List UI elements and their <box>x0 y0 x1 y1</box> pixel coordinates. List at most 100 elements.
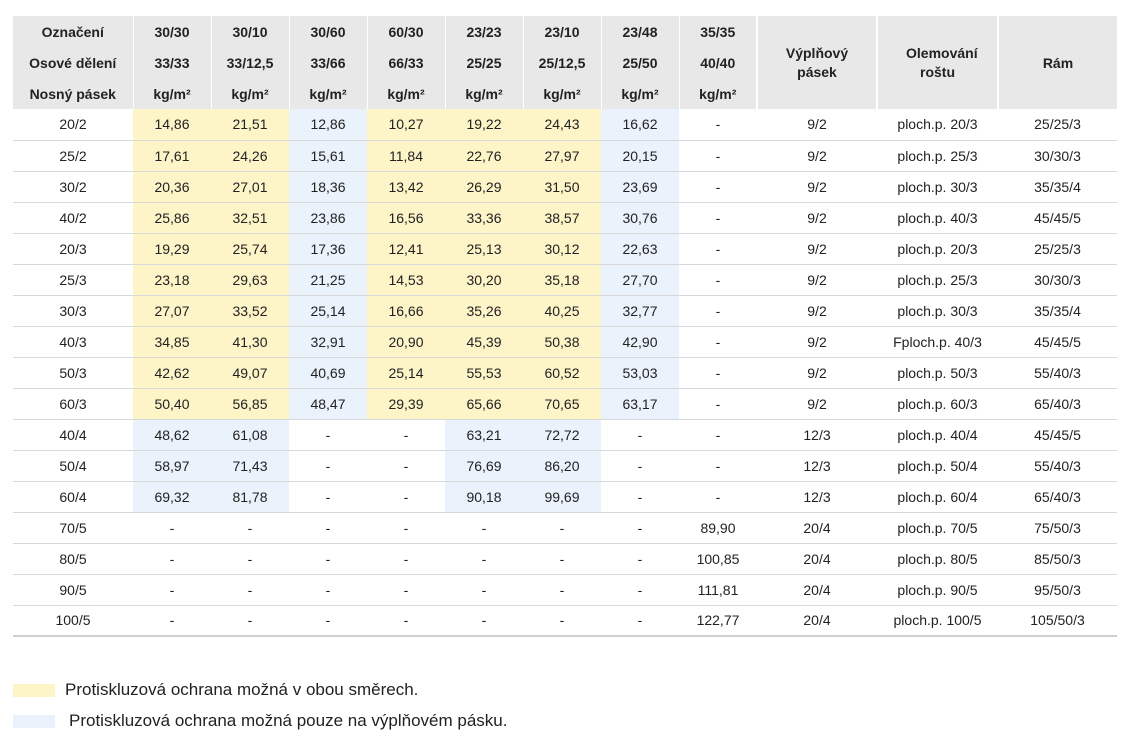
weight-cell: 40,69 <box>289 357 367 389</box>
weight-cell: 89,90 <box>679 512 757 544</box>
frame-cell: 75/50/3 <box>998 512 1117 544</box>
weight-cell: 21,25 <box>289 264 367 296</box>
weight-cell: 32,91 <box>289 326 367 358</box>
weight-cell: - <box>289 605 367 637</box>
weight-cell: - <box>445 512 523 544</box>
header-axis-division: 66/33 <box>367 47 446 78</box>
weight-cell: - <box>289 481 367 513</box>
frame-cell: 105/50/3 <box>998 605 1117 637</box>
weight-cell: 19,29 <box>133 233 211 265</box>
filler-strip-cell: 9/2 <box>757 388 877 420</box>
bearing-bar-cell: 60/3 <box>13 388 133 420</box>
weight-cell: 23,69 <box>601 171 679 203</box>
weight-cell: 29,39 <box>367 388 445 420</box>
bearing-bar-cell: 90/5 <box>13 574 133 606</box>
table-row: 90/5- - - - - - -111,81 20/4 ploch.p. 90/5 95/50/… <box>13 574 1117 606</box>
weight-cell: 72,72 <box>523 419 601 451</box>
grating-edging-cell: ploch.p. 50/3 <box>877 357 998 389</box>
weight-cell: - <box>679 202 757 234</box>
weight-cell: 42,90 <box>601 326 679 358</box>
weight-cell: - <box>367 605 445 637</box>
grating-edging-cell: ploch.p. 60/3 <box>877 388 998 420</box>
bearing-bar-cell: 50/3 <box>13 357 133 389</box>
header-row-axis-division: Osové dělení 33/33 33/12,5 33/66 66/33 2… <box>13 47 1117 78</box>
weight-cell: 13,42 <box>367 171 445 203</box>
weight-cell: - <box>679 109 757 141</box>
filler-strip-cell: 20/4 <box>757 574 877 606</box>
grating-edging-cell: ploch.p. 25/3 <box>877 140 998 172</box>
header-designation: 23/23 <box>445 16 524 47</box>
frame-cell: 35/35/4 <box>998 171 1117 203</box>
weight-cell: 38,57 <box>523 202 601 234</box>
filler-strip-cell: 9/2 <box>757 233 877 265</box>
frame-cell: 25/25/3 <box>998 109 1117 141</box>
table-row: 80/5- - - - - - -100,85 20/4 ploch.p. 80/5 85/50/… <box>13 543 1117 575</box>
weight-cell: 10,27 <box>367 109 445 141</box>
bearing-bar-cell: 30/2 <box>13 171 133 203</box>
weight-cell: 20,36 <box>133 171 211 203</box>
weight-cell: - <box>367 481 445 513</box>
grating-edging-cell: ploch.p. 70/5 <box>877 512 998 544</box>
weight-cell: 63,21 <box>445 419 523 451</box>
weight-cell: 58,97 <box>133 450 211 482</box>
weight-cell: 50,38 <box>523 326 601 358</box>
weight-cell: 49,07 <box>211 357 289 389</box>
weight-cell: 27,07 <box>133 295 211 327</box>
header-axis-division: 33/33 <box>133 47 212 78</box>
grating-edging-cell: ploch.p. 20/3 <box>877 109 998 141</box>
weight-cell: 33,52 <box>211 295 289 327</box>
filler-strip-cell: 12/3 <box>757 450 877 482</box>
weight-cell: - <box>367 574 445 606</box>
weight-cell: - <box>289 512 367 544</box>
weight-cell: 99,69 <box>523 481 601 513</box>
weight-cell: - <box>211 574 289 606</box>
weight-cell: - <box>679 295 757 327</box>
table-row: 40/2 25,86 32,51 23,86 16,56 33,36 38,57 30,76-… <box>13 202 1117 234</box>
grating-edging-cell: ploch.p. 100/5 <box>877 605 998 637</box>
grating-weight-table: Označení 30/30 30/10 30/60 60/30 23/23 2… <box>13 16 1117 637</box>
grating-edging-cell: ploch.p. 20/3 <box>877 233 998 265</box>
bearing-bar-cell: 30/3 <box>13 295 133 327</box>
frame-cell: 85/50/3 <box>998 543 1117 575</box>
weight-cell: 100,85 <box>679 543 757 575</box>
weight-cell: - <box>601 574 679 606</box>
table-row: 50/4 58,97 71,43- -76,69 86,20- -12/3 ploch.p.… <box>13 450 1117 482</box>
header-unit: kg/m² <box>679 78 758 109</box>
weight-cell: 30,12 <box>523 233 601 265</box>
header-unit: kg/m² <box>289 78 368 109</box>
weight-cell: - <box>679 264 757 296</box>
weight-cell: - <box>133 574 211 606</box>
grating-edging-cell: ploch.p. 30/3 <box>877 295 998 327</box>
weight-cell: 24,26 <box>211 140 289 172</box>
filler-strip-cell: 9/2 <box>757 326 877 358</box>
filler-strip-cell: 9/2 <box>757 264 877 296</box>
header-designation-label: Označení <box>13 16 134 47</box>
weight-cell: 86,20 <box>523 450 601 482</box>
weight-cell: - <box>211 605 289 637</box>
weight-cell: 55,53 <box>445 357 523 389</box>
frame-cell: 45/45/5 <box>998 419 1117 451</box>
table-row: 30/3 27,07 33,52 25,14 16,66 35,26 40,25 32,77-… <box>13 295 1117 327</box>
header-axis-division: 33/66 <box>289 47 368 78</box>
table-row: 25/3 23,18 29,63 21,25 14,53 30,20 35,18 27,70-… <box>13 264 1117 296</box>
weight-cell: 27,97 <box>523 140 601 172</box>
weight-cell: - <box>289 574 367 606</box>
weight-cell: - <box>289 543 367 575</box>
header-designation: 30/60 <box>289 16 368 47</box>
weight-cell: 71,43 <box>211 450 289 482</box>
weight-cell: 16,56 <box>367 202 445 234</box>
weight-cell: - <box>679 419 757 451</box>
filler-strip-cell: 12/3 <box>757 481 877 513</box>
header-unit: kg/m² <box>211 78 290 109</box>
bearing-bar-cell: 50/4 <box>13 450 133 482</box>
frame-cell: 30/30/3 <box>998 264 1117 296</box>
header-unit: kg/m² <box>367 78 446 109</box>
weight-cell: - <box>679 140 757 172</box>
frame-cell: 30/30/3 <box>998 140 1117 172</box>
weight-cell: 17,36 <box>289 233 367 265</box>
header-designation: 35/35 <box>679 16 758 47</box>
weight-cell: 24,43 <box>523 109 601 141</box>
filler-strip-cell: 9/2 <box>757 202 877 234</box>
header-axis-division: 40/40 <box>679 47 758 78</box>
bearing-bar-cell: 40/4 <box>13 419 133 451</box>
